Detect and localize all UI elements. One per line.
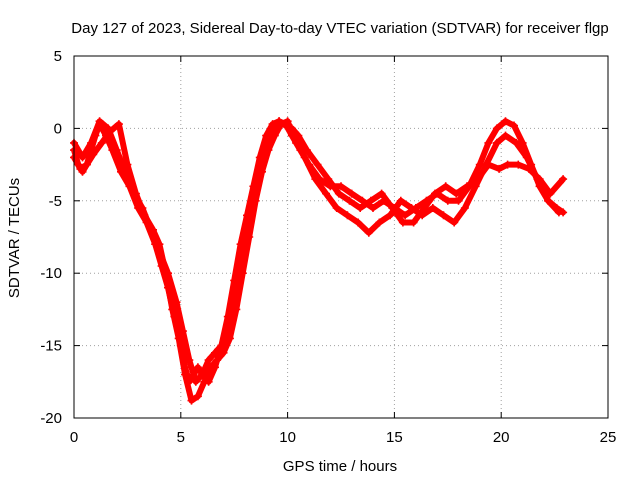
y-tick-label: -20	[40, 410, 62, 427]
y-tick-label: -10	[40, 265, 62, 282]
data-layer	[70, 117, 567, 404]
chart-title: Day 127 of 2023, Sidereal Day-to-day VTE…	[71, 20, 608, 37]
y-tick-label: 0	[54, 120, 62, 137]
x-tick-label: 20	[493, 429, 510, 446]
y-tick-label: -5	[49, 193, 62, 210]
y-axis-label: SDTVAR / TECUs	[6, 178, 23, 298]
x-tick-label: 25	[600, 429, 617, 446]
y-tick-label: -15	[40, 338, 62, 355]
axis-ticks: 0 5 10 15 20 25 5 0 -5 -10 -15 -20	[40, 48, 616, 446]
x-tick-label: 15	[386, 429, 403, 446]
x-tick-label: 5	[177, 429, 185, 446]
x-tick-label: 0	[70, 429, 78, 446]
y-tick-label: 5	[54, 48, 62, 65]
x-axis-label: GPS time / hours	[283, 458, 397, 475]
x-tick-label: 10	[279, 429, 296, 446]
